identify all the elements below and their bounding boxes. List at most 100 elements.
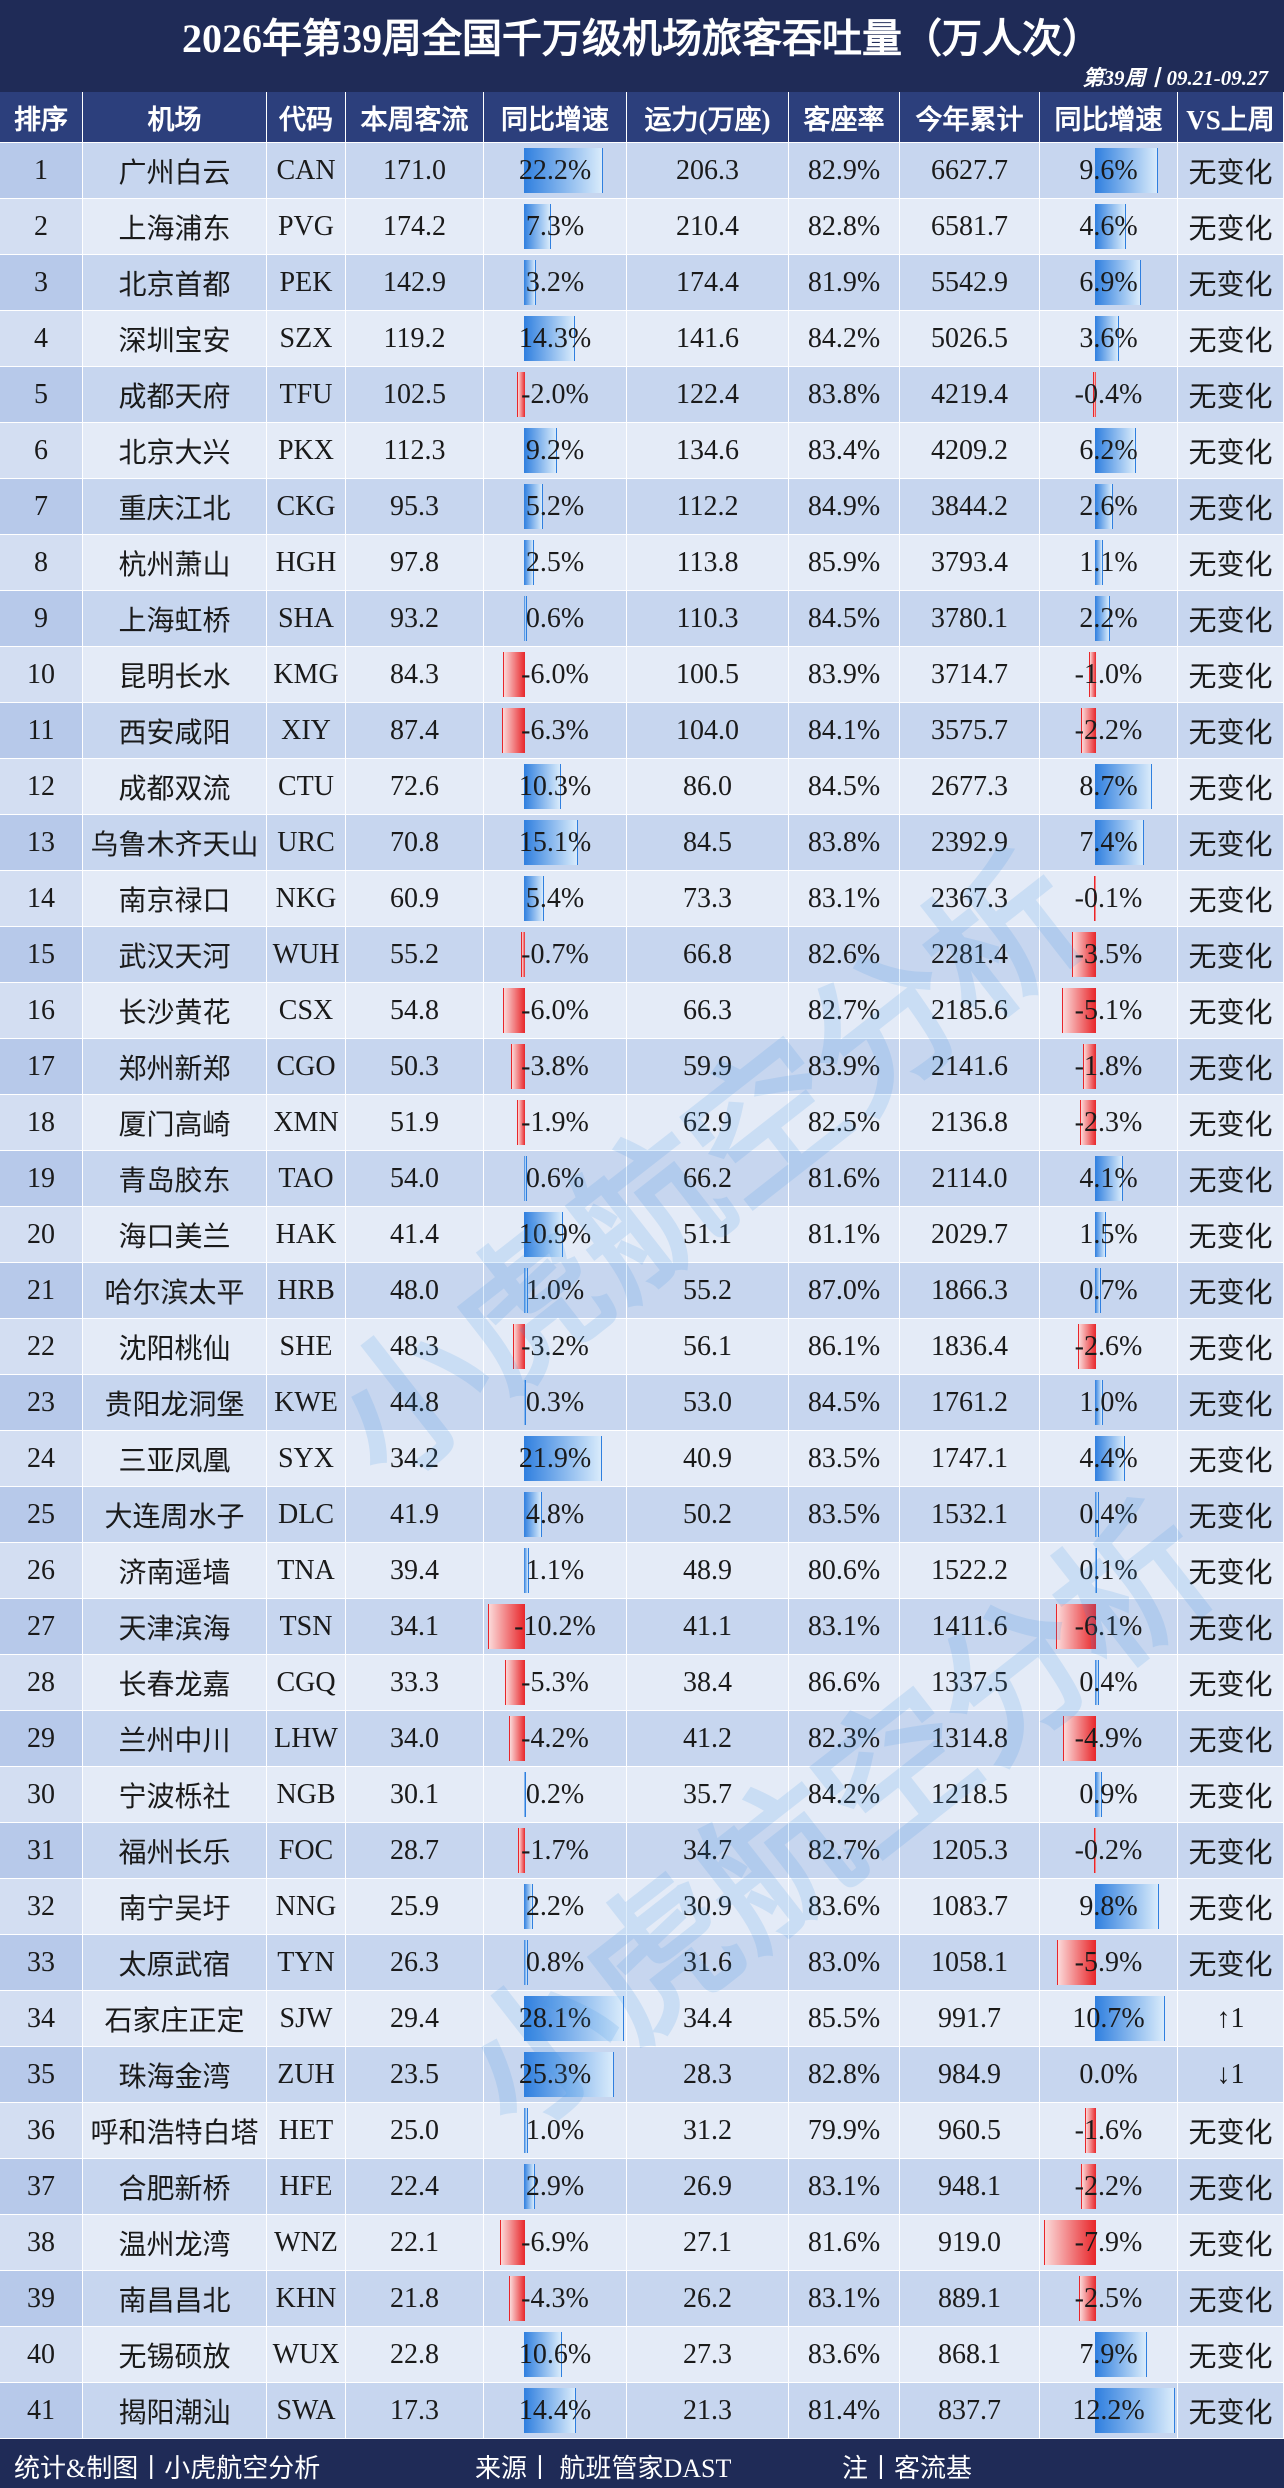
data-bar	[523, 2052, 615, 2097]
table-cell: CAN	[267, 143, 346, 199]
data-bar	[523, 1436, 603, 1481]
data-bar	[523, 484, 544, 529]
table-cell: 北京大兴	[83, 423, 267, 479]
cell-text: 5542.9	[931, 266, 1008, 298]
cell-text: 无变化	[1188, 493, 1273, 525]
cell-text: 4.6%	[1079, 210, 1138, 242]
cell-text: -5.9%	[1074, 1946, 1143, 1978]
table-cell: 35	[0, 2047, 83, 2103]
table-cell: HFE	[267, 2159, 346, 2215]
data-bar	[523, 204, 551, 249]
cell-text: 960.5	[938, 2114, 1001, 2146]
table-cell: CGQ	[267, 1655, 346, 1711]
table-cell: 1.5%	[1040, 1207, 1178, 1263]
data-bar	[523, 1996, 624, 2041]
table-cell: 10.3%	[484, 759, 627, 815]
cell-text: KHN	[275, 2282, 337, 2314]
data-bar	[501, 708, 525, 753]
cell-text: 无变化	[1188, 437, 1273, 469]
cell-text: 81.6%	[807, 1162, 881, 1194]
cell-text: 174.2	[383, 210, 446, 242]
cell-text: 0.2%	[525, 1778, 585, 1810]
cell-text: 无变化	[1188, 1725, 1273, 1757]
table-cell: 29	[0, 1711, 83, 1767]
cell-text: 82.7%	[807, 1834, 881, 1866]
table-cell: 上海虹桥	[83, 591, 267, 647]
cell-text: 23.5	[390, 2058, 439, 2090]
cell-text: 西安咸阳	[118, 717, 231, 749]
table-cell: 70.8	[346, 815, 484, 871]
table-cell: 83.9%	[789, 647, 900, 703]
table-cell: -1.8%	[1040, 1039, 1178, 1095]
table-cell: 0.9%	[1040, 1767, 1178, 1823]
cell-text: 重庆江北	[118, 493, 231, 525]
table-cell: -2.3%	[1040, 1095, 1178, 1151]
cell-text: 无变化	[1188, 1277, 1273, 1309]
table-cell: 无变化	[1178, 871, 1284, 927]
subtitle: 第39周丨09.21-09.27	[1082, 66, 1269, 90]
data-bar	[1095, 764, 1153, 809]
table-cell: 3714.7	[900, 647, 1040, 703]
cell-text: 2367.3	[931, 882, 1008, 914]
data-bar	[488, 1604, 525, 1649]
cell-text: 26	[27, 1554, 55, 1586]
table-cell: 0.1%	[1040, 1543, 1178, 1599]
cell-text: 福州长乐	[118, 1837, 231, 1869]
table-cell: 55.2	[346, 927, 484, 983]
header-cell: VS上周	[1178, 92, 1284, 143]
table-cell: -6.0%	[484, 647, 627, 703]
table-cell: 无变化	[1178, 1487, 1284, 1543]
data-bar	[1095, 316, 1120, 361]
table-cell: 大连周水子	[83, 1487, 267, 1543]
cell-text: -6.0%	[521, 994, 589, 1026]
table-cell: 无变化	[1178, 143, 1284, 199]
table-cell: 深圳宝安	[83, 311, 267, 367]
table-cell: 25	[0, 1487, 83, 1543]
cell-text: 1532.1	[931, 1498, 1008, 1530]
table-cell: 948.1	[900, 2159, 1040, 2215]
table-cell: 86.0	[627, 759, 789, 815]
table-cell: -3.8%	[484, 1039, 627, 1095]
table-cell: 82.6%	[789, 927, 900, 983]
table-cell: -2.2%	[1040, 703, 1178, 759]
cell-text: 无变化	[1188, 661, 1273, 693]
cell-text: 39	[27, 2282, 55, 2314]
data-bar	[1044, 2220, 1097, 2265]
cell-text: 174.4	[676, 266, 739, 298]
table-cell: KWE	[267, 1375, 346, 1431]
cell-text: 1411.6	[931, 1610, 1008, 1642]
table-cell: 6	[0, 423, 83, 479]
table-cell: 82.7%	[789, 983, 900, 1039]
table-cell: 85.5%	[789, 1991, 900, 2047]
header-cell: 代码	[267, 92, 346, 143]
table-cell: 7	[0, 479, 83, 535]
cell-text: 无变化	[1188, 1949, 1273, 1981]
data-bar	[517, 1828, 525, 1873]
table-cell: 17.3	[346, 2383, 484, 2439]
cell-text: 66.8	[683, 938, 732, 970]
table-cell: 10.6%	[484, 2327, 627, 2383]
data-bar	[1095, 1156, 1123, 1201]
cell-text: 34.0	[390, 1722, 439, 1754]
table-cell: 贵阳龙洞堡	[83, 1375, 267, 1431]
cell-text: 0.6%	[525, 602, 585, 634]
cell-text: 102.5	[383, 378, 446, 410]
cell-text: 1083.7	[931, 1890, 1008, 1922]
cell-text: 29	[27, 1722, 55, 1754]
table-cell: 无变化	[1178, 199, 1284, 255]
cell-text: 2141.6	[931, 1050, 1008, 1082]
table-cell: 86.6%	[789, 1655, 900, 1711]
data-bar	[509, 1716, 525, 1761]
cell-text: 93.2	[390, 602, 439, 634]
table-cell: 无锡硕放	[83, 2327, 267, 2383]
cell-text: 27	[27, 1610, 55, 1642]
table-cell: NKG	[267, 871, 346, 927]
cell-text: -10.2%	[514, 1610, 596, 1642]
table-cell: 天津滨海	[83, 1599, 267, 1655]
table-cell: 14	[0, 871, 83, 927]
table-cell: 三亚凤凰	[83, 1431, 267, 1487]
table-cell: 82.3%	[789, 1711, 900, 1767]
table-cell: 28	[0, 1655, 83, 1711]
table-cell: 48.9	[627, 1543, 789, 1599]
table-cell: 广州白云	[83, 143, 267, 199]
